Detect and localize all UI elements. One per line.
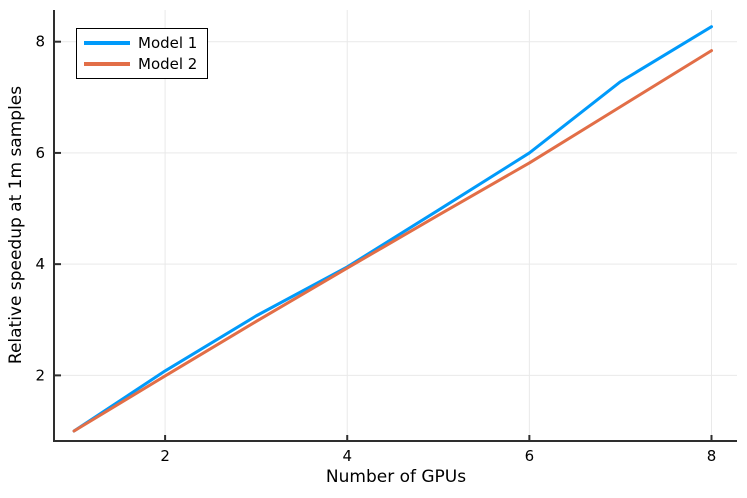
x-axis-label: Number of GPUs	[325, 467, 467, 487]
x-tick-label-8: 8	[707, 447, 717, 465]
legend: Model 1 Model 2	[76, 28, 209, 79]
x-tick-label-6: 6	[525, 447, 535, 465]
legend-label-model-1: Model 1	[138, 34, 198, 52]
data-series	[72, 25, 714, 433]
axes	[53, 10, 737, 442]
y-tick-label-4: 4	[35, 255, 45, 273]
legend-swatch-model-2	[84, 62, 130, 66]
legend-entry-model-2: Model 2	[84, 55, 197, 73]
tick-marks	[54, 40, 713, 441]
series-line-model-1	[72, 25, 714, 433]
y-tick-label-6: 6	[35, 144, 45, 162]
y-tick-label-8: 8	[35, 33, 45, 51]
legend-entry-model-1: Model 1	[84, 34, 197, 52]
legend-swatch-model-1	[84, 41, 130, 45]
y-tick-label-2: 2	[35, 366, 45, 384]
tick-labels: 2 4 6 8 2 4 6 8	[35, 33, 716, 465]
x-tick-label-4: 4	[342, 447, 352, 465]
x-tick-label-2: 2	[160, 447, 170, 465]
y-axis-label: Relative speedup at 1m samples	[6, 85, 26, 365]
series-line-model-2	[72, 49, 714, 433]
legend-label-model-2: Model 2	[138, 55, 198, 73]
